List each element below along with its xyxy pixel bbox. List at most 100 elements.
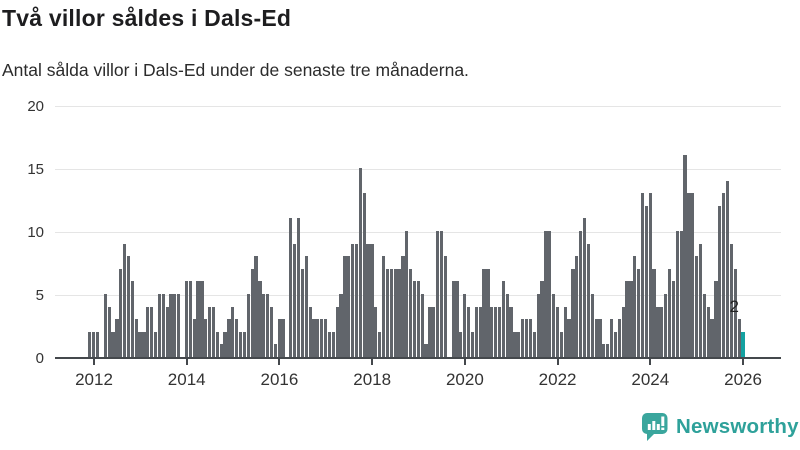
bar: [153, 331, 158, 357]
chart-subtitle: Antal sålda villor i Dals-Ed under de se…: [2, 60, 469, 80]
bar: [424, 344, 428, 357]
bar: [254, 256, 258, 357]
bar: [289, 218, 293, 357]
bar: [196, 281, 200, 357]
bar: [316, 319, 320, 357]
gridline-y20: [55, 105, 781, 107]
bar: [486, 268, 490, 357]
bar: [370, 243, 374, 357]
bar: [536, 294, 540, 357]
bar: [296, 218, 301, 357]
bar: [269, 306, 274, 357]
x-axis-label: 2012: [75, 370, 113, 389]
bar: [466, 306, 471, 357]
bar: [567, 319, 571, 357]
bar: [227, 319, 231, 357]
bar: [594, 319, 598, 357]
bar: [250, 268, 254, 357]
bar: [714, 281, 718, 357]
bar: [443, 256, 448, 357]
bar: [265, 294, 270, 357]
bar: [235, 319, 239, 357]
x-axis-tick: [463, 359, 466, 365]
bar: [273, 344, 277, 357]
bar: [312, 319, 316, 357]
bar: [416, 281, 420, 357]
bar: [223, 331, 227, 357]
bar: [262, 294, 266, 357]
bar: [675, 231, 679, 357]
bar: [327, 331, 332, 357]
bar: [347, 256, 351, 357]
bar: [609, 319, 614, 357]
bar: [637, 268, 641, 357]
bar: [88, 331, 92, 357]
y-axis-label: 20: [27, 97, 44, 115]
bar: [192, 319, 196, 357]
bar: [463, 294, 467, 357]
bar: [231, 306, 235, 357]
bar: [335, 306, 339, 357]
bar: [184, 281, 189, 357]
bar: [725, 180, 730, 357]
bar: [633, 256, 637, 357]
bar: [474, 306, 478, 357]
bar: [378, 331, 382, 357]
bar: [698, 243, 703, 357]
x-axis-label: 2018: [353, 370, 392, 389]
bar: [351, 243, 355, 357]
bar: [579, 231, 583, 357]
bar: [691, 193, 695, 357]
bar: [509, 306, 513, 357]
bar: [459, 331, 463, 357]
bar: [501, 281, 505, 357]
bar: [695, 256, 699, 357]
y-axis-label: 5: [35, 286, 44, 304]
bar: [671, 281, 676, 357]
bar: [482, 268, 486, 357]
bar: [652, 268, 656, 357]
bar: [165, 306, 169, 357]
bar: [664, 294, 668, 357]
gridline-y15: [55, 168, 781, 170]
bar: [470, 331, 475, 357]
bar: [242, 331, 247, 357]
bar: [393, 268, 397, 357]
bar: [134, 319, 138, 357]
x-axis-label: 2014: [167, 370, 206, 389]
bar: [451, 281, 455, 357]
bar: [528, 319, 533, 357]
highlight-value-label: 2: [729, 297, 739, 316]
bar: [548, 231, 552, 357]
bar: [586, 243, 591, 357]
bar: [331, 331, 335, 357]
x-axis-label: 2022: [538, 370, 577, 389]
bar: [119, 268, 123, 357]
bar: [602, 344, 606, 357]
bar: [455, 281, 459, 357]
bar: [718, 205, 722, 357]
bar: [436, 231, 440, 357]
bar: [161, 294, 165, 357]
bar: [660, 306, 664, 357]
x-axis-label: 2016: [260, 370, 299, 389]
bar: [644, 205, 648, 357]
bar: [439, 231, 444, 357]
newsworthy-logo: Newsworthy: [642, 412, 799, 441]
bar: [640, 193, 645, 357]
bar: [532, 331, 536, 357]
bar-chart-speech-bubble-icon: [642, 412, 668, 441]
bar: [211, 306, 216, 357]
bar: [490, 306, 494, 357]
bar: [293, 243, 297, 357]
bar: [478, 306, 482, 357]
bar: [208, 306, 212, 357]
bar: [219, 344, 223, 357]
bar: [385, 268, 390, 357]
bar: [559, 331, 563, 357]
bar: [683, 155, 687, 357]
bar: [389, 268, 393, 357]
bar: [173, 294, 177, 357]
bar: [238, 331, 243, 357]
